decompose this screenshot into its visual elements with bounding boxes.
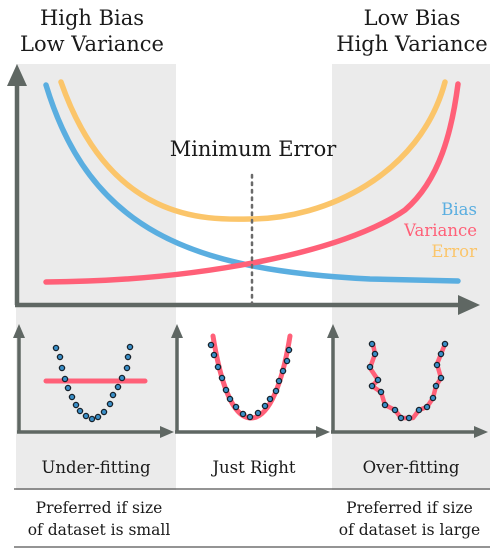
header-right: Low Bias High Variance	[327, 5, 490, 57]
data-point	[118, 374, 126, 382]
data-point	[58, 364, 66, 372]
legend: Bias Variance Error	[404, 199, 477, 262]
legend-bias: Bias	[441, 200, 477, 219]
data-point	[275, 377, 283, 385]
panel-axes	[13, 324, 488, 438]
data-point	[272, 387, 280, 395]
data-point	[437, 350, 445, 358]
data-point	[232, 403, 240, 411]
data-point	[100, 408, 108, 416]
footer-left-line2: of dataset is small	[27, 521, 171, 539]
label-just-right: Just Right	[212, 458, 296, 477]
data-point	[56, 353, 64, 361]
footer-right-line2: of dataset is large	[338, 521, 481, 539]
header-left-line1: High Bias	[39, 6, 145, 30]
data-point	[279, 367, 287, 375]
bias-curve	[43, 82, 461, 284]
data-point	[254, 409, 262, 417]
data-point	[432, 382, 440, 390]
data-point	[415, 406, 423, 414]
data-point	[76, 407, 84, 415]
data-point	[222, 386, 230, 394]
data-point	[368, 382, 376, 390]
data-point	[285, 346, 293, 354]
data-point	[61, 375, 69, 383]
label-overfitting: Over-fitting	[362, 458, 460, 477]
data-point	[88, 415, 96, 423]
data-point	[437, 374, 445, 382]
data-points	[52, 340, 449, 423]
data-point	[366, 363, 374, 371]
legend-error: Error	[431, 242, 477, 261]
data-point	[109, 391, 117, 399]
data-point	[68, 393, 76, 401]
footer-left-line1: Preferred if size	[35, 499, 163, 517]
data-point	[405, 414, 413, 422]
data-point	[52, 344, 60, 352]
variance-curve	[43, 81, 461, 285]
data-point	[207, 341, 215, 349]
data-point	[283, 357, 291, 365]
data-point	[94, 413, 102, 421]
footer-right: Preferred if size of dataset is large	[327, 497, 490, 541]
main-axes	[7, 64, 480, 315]
data-point	[124, 353, 132, 361]
data-point	[371, 350, 379, 358]
data-point	[246, 413, 254, 421]
header-left: High Bias Low Variance	[6, 5, 178, 57]
data-point	[391, 406, 399, 414]
data-point	[226, 395, 234, 403]
data-point	[433, 361, 441, 369]
data-point	[214, 363, 222, 371]
error-curve	[58, 79, 448, 222]
header-left-line2: Low Variance	[20, 32, 164, 56]
data-point	[377, 388, 385, 396]
data-point	[72, 401, 80, 409]
data-point	[423, 403, 431, 411]
data-point	[239, 410, 247, 418]
minimum-error-label: Minimum Error	[169, 137, 337, 161]
data-point	[381, 401, 389, 409]
data-point	[368, 340, 376, 348]
data-point	[429, 394, 437, 402]
label-underfitting: Under-fitting	[41, 458, 151, 477]
header-right-line1: Low Bias	[363, 6, 461, 30]
data-point	[126, 343, 134, 351]
data-point	[123, 364, 131, 372]
data-point	[266, 395, 274, 403]
data-point	[210, 351, 218, 359]
data-point	[441, 340, 449, 348]
data-point	[114, 383, 122, 391]
data-point	[64, 384, 72, 392]
data-point	[374, 376, 382, 384]
data-point	[261, 402, 269, 410]
data-point	[397, 414, 405, 422]
legend-variance: Variance	[404, 221, 477, 240]
footer-right-line1: Preferred if size	[346, 499, 473, 517]
footer-left: Preferred if size of dataset is small	[14, 497, 184, 541]
data-point	[218, 374, 226, 382]
data-point	[82, 412, 90, 420]
data-point	[106, 400, 114, 408]
header-right-line2: High Variance	[336, 32, 488, 56]
